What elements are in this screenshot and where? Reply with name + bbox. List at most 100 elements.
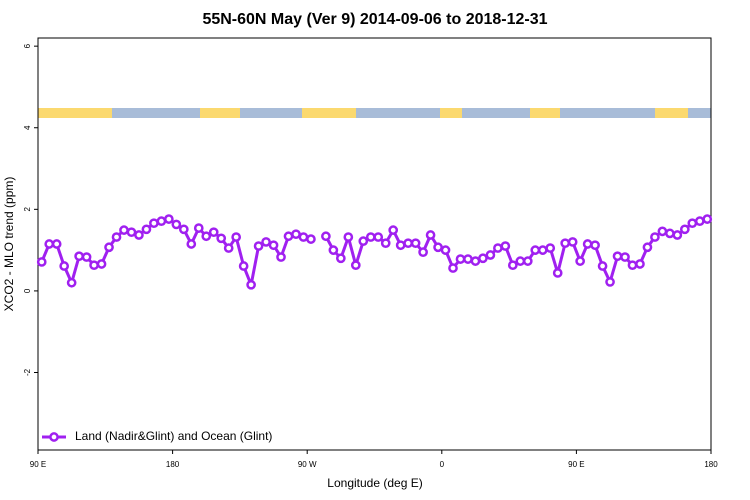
data-point <box>186 239 197 249</box>
chart-title: 55N-60N May (Ver 9) 2014-09-06 to 2018-1… <box>202 11 547 28</box>
data-point <box>545 243 556 253</box>
data-point <box>665 228 675 239</box>
data-point <box>418 247 428 258</box>
data-point <box>141 224 152 235</box>
data-point <box>89 260 99 271</box>
data-point <box>298 232 309 242</box>
y-tick-label: 4 <box>23 125 32 130</box>
data-point <box>463 254 473 264</box>
data-point <box>493 243 503 253</box>
data-point <box>500 241 511 251</box>
data-point <box>552 268 563 278</box>
plot-frame <box>37 37 712 451</box>
data-point <box>343 232 354 242</box>
data-point <box>268 240 279 251</box>
x-axis-label: Longitude (deg E) <box>327 476 422 490</box>
y-tick-label: 0 <box>23 288 32 293</box>
data-point <box>208 227 219 238</box>
data-point <box>590 240 600 251</box>
data-point <box>238 261 249 271</box>
data-point <box>650 232 660 242</box>
data-point <box>104 242 114 253</box>
data-point <box>433 242 443 253</box>
data-point <box>642 242 653 253</box>
data-point <box>380 238 391 249</box>
data-point <box>59 261 70 271</box>
data-point <box>448 263 458 273</box>
data-point <box>507 260 518 271</box>
data-point <box>560 238 571 249</box>
x-tick-label: 90 E <box>30 460 46 469</box>
data-point <box>373 232 384 242</box>
data-point <box>51 239 62 249</box>
data-point <box>440 245 451 255</box>
land-ocean-strip <box>38 108 711 118</box>
data-point <box>522 256 533 266</box>
data-point <box>66 277 77 288</box>
x-tick-label: 0 <box>440 460 445 469</box>
data-point <box>702 214 713 224</box>
data-point <box>149 218 159 229</box>
y-tick-label: 6 <box>23 43 32 48</box>
data-point <box>605 277 615 287</box>
data-point <box>283 231 294 242</box>
data-point <box>36 257 47 267</box>
data-point <box>687 218 698 229</box>
data-point <box>111 232 122 242</box>
data-point <box>126 227 137 238</box>
data-point <box>358 236 369 246</box>
ocean <box>688 108 711 118</box>
data-point <box>582 239 593 249</box>
data-point <box>164 214 174 224</box>
legend-marker <box>49 432 59 442</box>
data-point <box>306 234 316 244</box>
data-point <box>253 241 264 251</box>
data-point <box>403 238 413 249</box>
data-point <box>328 245 339 255</box>
data-point <box>620 252 630 262</box>
data-point <box>156 216 167 227</box>
data-point <box>537 245 548 255</box>
data-point <box>231 232 242 242</box>
data-point <box>81 252 92 262</box>
data-point <box>119 225 129 235</box>
ocean <box>112 108 200 118</box>
data-point <box>597 261 608 271</box>
data-point <box>336 253 346 264</box>
data-point <box>455 254 466 264</box>
x-tick-label: 90 W <box>298 460 317 469</box>
x-tick-label: 180 <box>166 460 180 469</box>
data-point <box>388 225 399 235</box>
y-tick-label: 2 <box>23 207 32 212</box>
data-point <box>201 231 212 242</box>
data-point <box>223 243 234 253</box>
data-point <box>694 216 705 227</box>
ocean <box>462 108 530 118</box>
data-point <box>44 239 55 249</box>
data-point <box>672 230 683 240</box>
data-point <box>410 238 421 249</box>
ocean <box>240 108 302 118</box>
data-point <box>657 226 668 237</box>
data-point <box>567 237 578 247</box>
data-point <box>96 259 107 269</box>
ocean <box>560 108 655 118</box>
data-point <box>350 260 361 271</box>
data-point <box>635 259 645 269</box>
data-point <box>470 256 481 266</box>
data-point <box>485 250 496 260</box>
data-point <box>276 252 286 262</box>
legend-label: Land (Nadir&Glint) and Ocean (Glint) <box>75 429 272 443</box>
data-point <box>365 232 376 242</box>
data-point <box>395 240 406 251</box>
data-point <box>74 251 84 262</box>
data-point <box>321 231 331 242</box>
data-point <box>530 245 541 255</box>
x-tick-label: 90 E <box>568 460 584 469</box>
y-tick-label: -2 <box>23 368 32 376</box>
data-point <box>478 253 488 264</box>
data-point <box>425 230 436 240</box>
x-tick-label: 180 <box>704 460 718 469</box>
data-point <box>178 224 189 235</box>
